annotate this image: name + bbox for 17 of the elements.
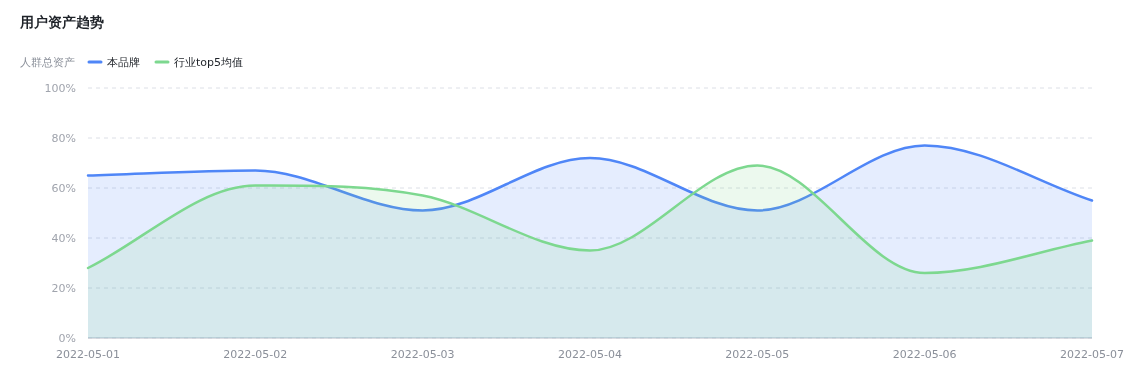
legend-label: 行业top5均值	[174, 56, 244, 69]
legend-title: 人群总资产	[20, 56, 75, 69]
x-tick-label: 2022-05-04	[558, 348, 622, 361]
legend-label: 本品牌	[107, 56, 140, 69]
y-tick-label: 80%	[51, 132, 76, 145]
x-tick-label: 2022-05-03	[390, 348, 455, 361]
y-tick-label: 20%	[51, 282, 76, 295]
x-tick-label: 2022-05-06	[892, 348, 957, 361]
x-tick-label: 2022-05-05	[725, 348, 790, 361]
y-tick-label: 40%	[51, 232, 76, 245]
x-tick-label: 2022-05-07	[1060, 348, 1124, 361]
chart-title: 用户资产趋势	[19, 14, 104, 30]
x-tick-label: 2022-05-01	[56, 348, 120, 361]
y-tick-label: 100%	[44, 82, 76, 95]
x-tick-label: 2022-05-02	[223, 348, 288, 361]
y-tick-label: 0%	[58, 332, 76, 345]
y-tick-label: 60%	[51, 182, 76, 195]
